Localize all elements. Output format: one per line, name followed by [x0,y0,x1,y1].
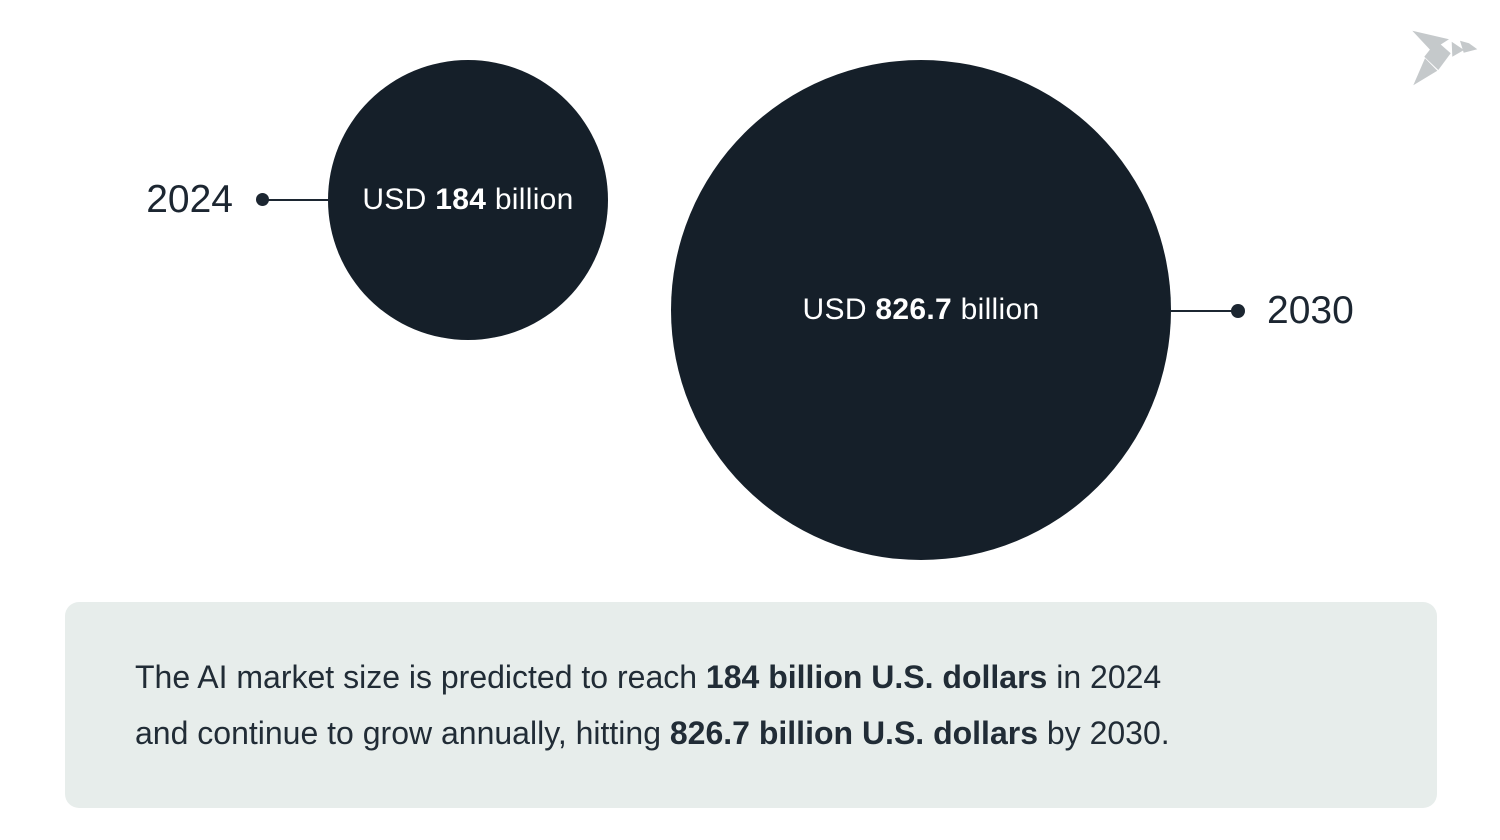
bubble-2024: USD 184 billion [328,60,608,340]
bubble-2030-currency: USD [802,293,876,326]
bubble-2024-value-label: USD 184 billion [362,183,573,217]
caption-box: The AI market size is predicted to reach… [65,602,1437,808]
caption-text: The AI market size is predicted to reach… [65,649,1226,761]
caption-line1-post: in 2024 [1047,659,1162,695]
caption-line1-bold: 184 billion U.S. dollars [705,659,1048,695]
bubble-2024-amount: 184 [435,183,487,216]
caption-line2-pre: and continue to grow annually, hitting [135,715,670,751]
logo-tail-shape [1413,58,1438,86]
bubble-2030-unit: billion [952,293,1040,326]
logo-head-shape [1460,40,1478,53]
caption-line1-pre: The AI market size is predicted to reach [135,659,706,695]
bubble-2024-currency: USD [362,183,436,216]
bubble-2030: USD 826.7 billion [671,60,1171,560]
connector-dot-2030 [1231,304,1245,318]
bubble-2030-amount: 826.7 [875,293,952,326]
origami-bird-logo-icon [1412,30,1478,86]
year-label-2024: 2024 [146,178,233,221]
year-label-2030: 2030 [1267,289,1354,332]
bubble-2030-value-label: USD 826.7 billion [803,293,1040,327]
logo-body-shape [1424,41,1451,70]
connector-line-2024 [262,199,330,201]
logo-wing-shape [1412,30,1449,51]
caption-line2-bold: 826.7 billion U.S. dollars [669,715,1038,751]
bubble-2024-unit: billion [486,183,574,216]
connector-dot-2024 [256,193,269,206]
connector-line-2030 [1170,310,1238,312]
caption-line2-post: by 2030. [1037,715,1170,751]
logo-neck-shape [1451,41,1464,57]
